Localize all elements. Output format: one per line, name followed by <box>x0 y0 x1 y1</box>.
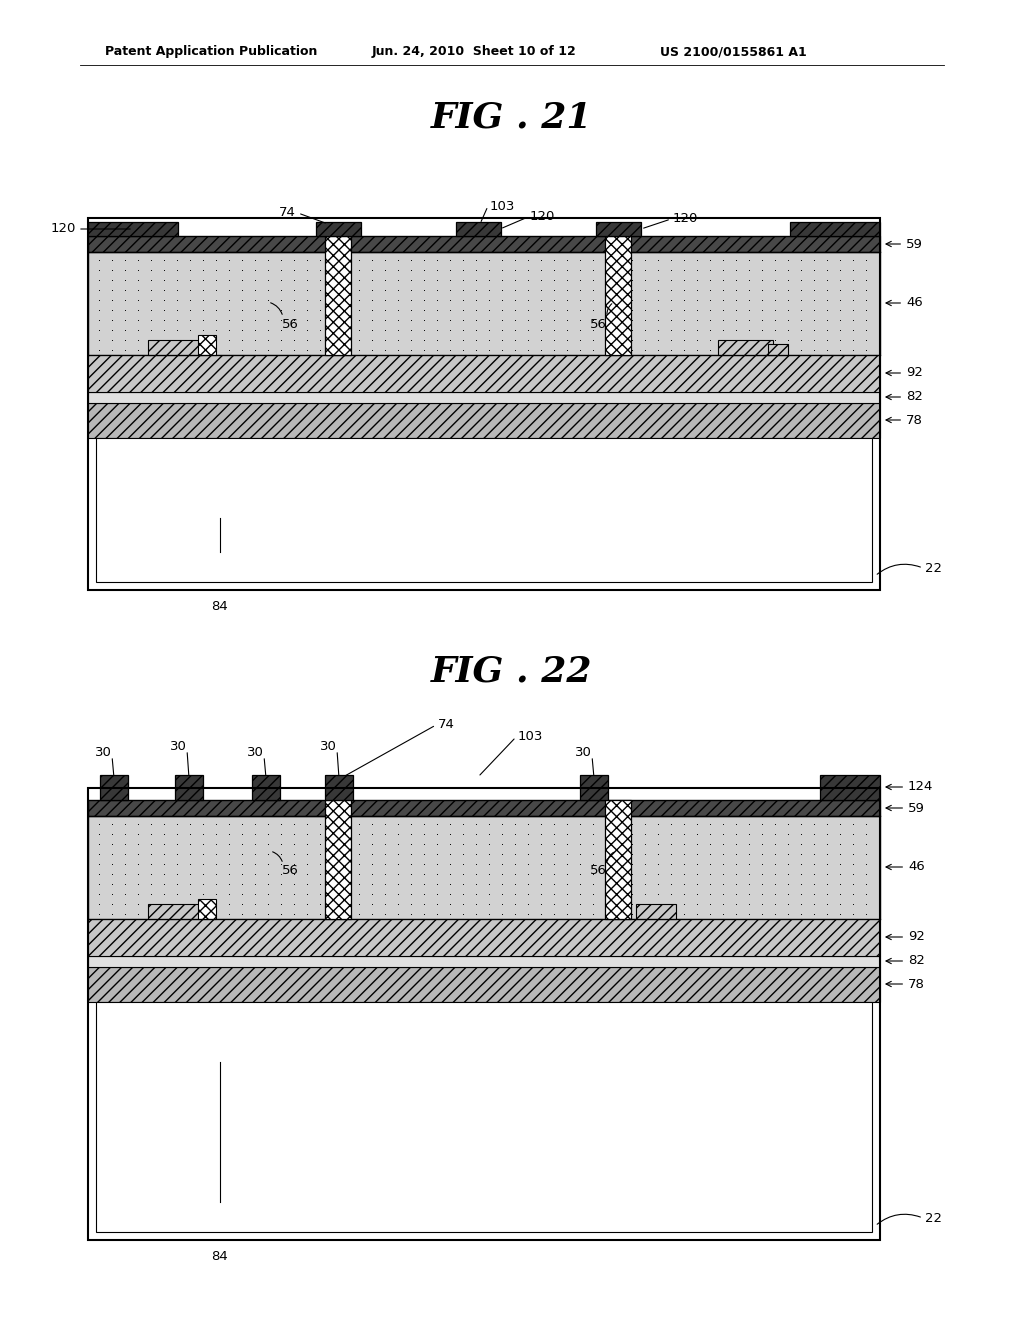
Bar <box>768 345 788 355</box>
Bar <box>325 775 353 800</box>
Text: 103: 103 <box>490 199 515 213</box>
Bar <box>175 775 203 800</box>
Text: 22: 22 <box>925 1212 942 1225</box>
Bar <box>148 904 203 919</box>
Bar <box>88 919 880 956</box>
Text: 92: 92 <box>886 367 923 380</box>
Bar <box>316 222 361 236</box>
Text: 56: 56 <box>282 318 298 330</box>
Text: 59: 59 <box>886 238 923 251</box>
Bar <box>88 252 880 355</box>
Text: 56: 56 <box>590 318 606 330</box>
Bar <box>580 775 608 800</box>
Text: 59: 59 <box>886 801 925 814</box>
Text: 30: 30 <box>170 741 187 754</box>
Text: 22: 22 <box>925 561 942 574</box>
Text: FIG . 21: FIG . 21 <box>431 102 593 135</box>
Bar <box>325 800 351 919</box>
Text: 124: 124 <box>886 780 933 793</box>
Text: Jun. 24, 2010  Sheet 10 of 12: Jun. 24, 2010 Sheet 10 of 12 <box>372 45 577 58</box>
Bar <box>88 956 880 968</box>
Bar <box>198 335 216 355</box>
Bar <box>605 236 631 355</box>
Text: 30: 30 <box>321 741 337 754</box>
Bar <box>96 438 872 582</box>
Bar <box>252 775 280 800</box>
Bar <box>88 788 880 1239</box>
Text: 120: 120 <box>50 223 76 235</box>
Text: 74: 74 <box>280 206 296 219</box>
Text: 74: 74 <box>438 718 455 731</box>
Text: 30: 30 <box>95 747 112 759</box>
Text: 84: 84 <box>212 601 228 612</box>
Bar <box>88 392 880 403</box>
Bar <box>456 222 501 236</box>
Text: 84: 84 <box>212 1250 228 1263</box>
Text: 120: 120 <box>673 213 698 226</box>
Text: 56: 56 <box>590 865 606 878</box>
Text: 30: 30 <box>247 747 264 759</box>
Text: 56: 56 <box>282 865 298 878</box>
Bar <box>88 816 880 919</box>
Bar <box>88 222 178 236</box>
Text: 92: 92 <box>886 931 925 944</box>
Bar <box>88 403 880 438</box>
Bar <box>605 800 631 919</box>
Text: 78: 78 <box>886 413 923 426</box>
Bar <box>718 341 773 355</box>
Text: 78: 78 <box>886 978 925 990</box>
Bar <box>100 775 128 800</box>
Text: 82: 82 <box>886 954 925 968</box>
Bar <box>88 218 880 590</box>
Text: 30: 30 <box>575 747 592 759</box>
Bar <box>790 222 880 236</box>
Bar <box>636 904 676 919</box>
Text: 46: 46 <box>886 861 925 874</box>
Text: 103: 103 <box>518 730 544 743</box>
Bar <box>198 899 216 919</box>
Text: Patent Application Publication: Patent Application Publication <box>105 45 317 58</box>
Bar <box>88 800 880 816</box>
Text: 46: 46 <box>886 297 923 309</box>
Text: FIG . 22: FIG . 22 <box>431 655 593 689</box>
Bar <box>96 1002 872 1232</box>
Text: 82: 82 <box>886 391 923 404</box>
Bar <box>88 236 880 252</box>
Bar <box>325 236 351 355</box>
Bar <box>88 968 880 1002</box>
Text: US 2100/0155861 A1: US 2100/0155861 A1 <box>660 45 807 58</box>
Bar <box>148 341 203 355</box>
Text: 120: 120 <box>530 210 555 223</box>
Bar <box>596 222 641 236</box>
Bar <box>88 355 880 392</box>
Bar <box>820 775 880 800</box>
